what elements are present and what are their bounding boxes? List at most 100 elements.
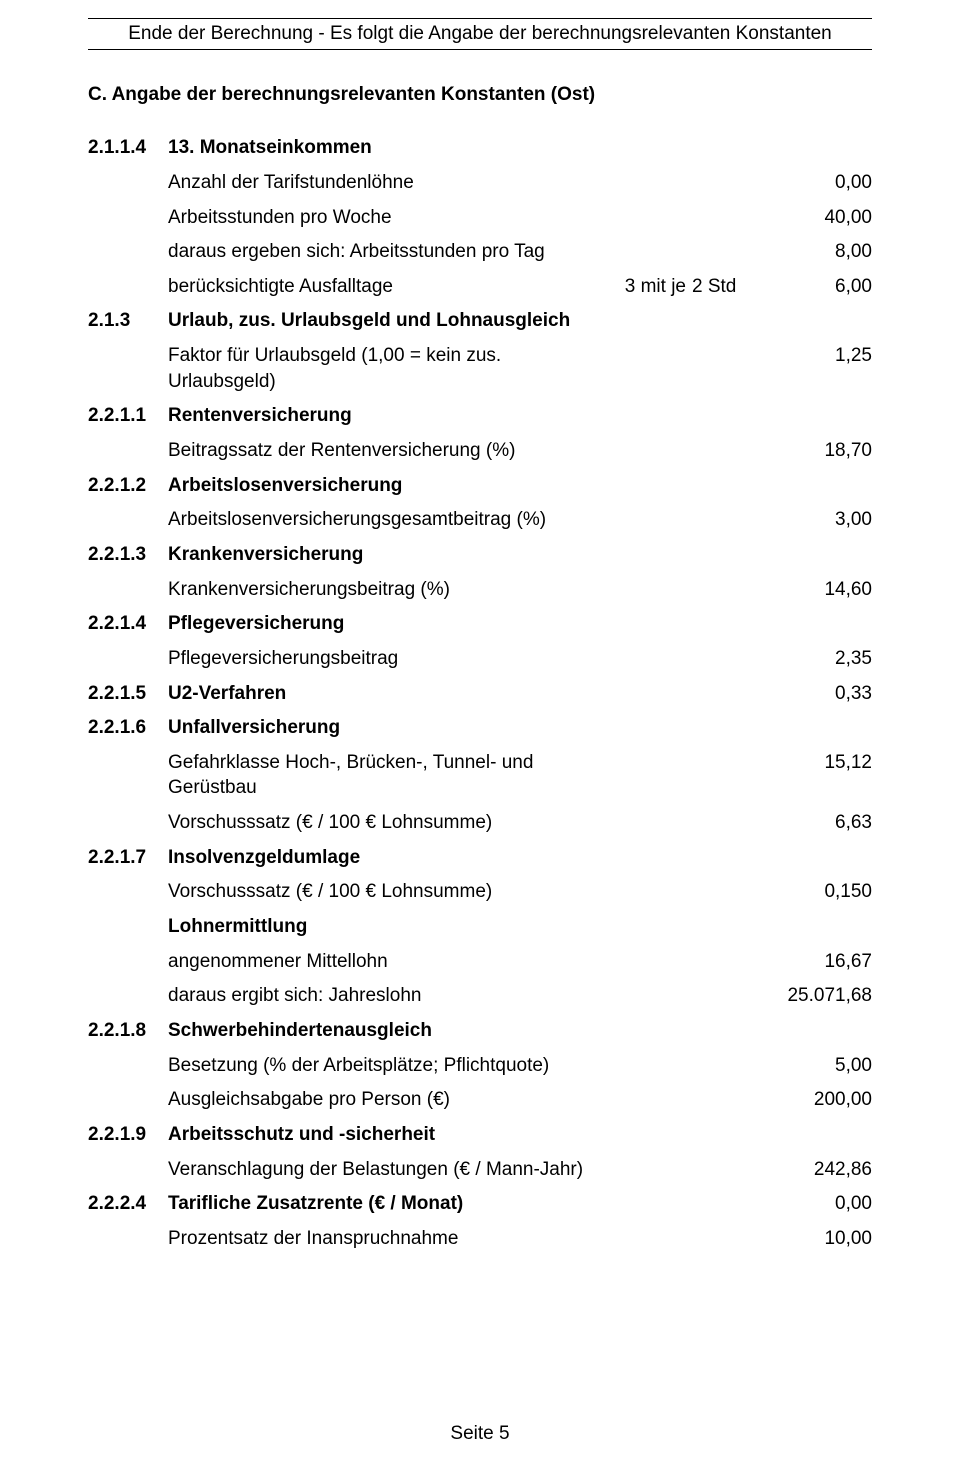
row-label: U2-Verfahren [168,681,612,707]
table-row: 2.2.1.8Schwerbehindertenausgleich [88,1018,872,1044]
row-number: 2.2.1.8 [88,1018,168,1044]
row-label: Arbeitslosenversicherungsgesamtbeitrag (… [168,507,612,533]
row-value: 15,12 [752,750,872,776]
header-text: Ende der Berechnung - Es folgt die Angab… [128,23,832,44]
row-label: Veranschlagung der Belastungen (€ / Mann… [168,1157,612,1183]
row-label: Urlaub, zus. Urlaubsgeld und Lohnausglei… [168,308,612,334]
table-row: 2.2.1.1Rentenversicherung [88,403,872,429]
row-number: 2.2.1.6 [88,715,168,741]
row-value: 25.071,68 [752,983,872,1009]
row-label: Pflegeversicherungsbeitrag [168,646,612,672]
table-row: 2.2.1.6Unfallversicherung [88,715,872,741]
row-label: Gefahrklasse Hoch-, Brücken-, Tunnel- un… [168,750,612,801]
table-row: Arbeitslosenversicherungsgesamtbeitrag (… [88,507,872,533]
table-row: Veranschlagung der Belastungen (€ / Mann… [88,1157,872,1183]
row-label: Insolvenzgeldumlage [168,845,612,871]
row-number: 2.2.1.7 [88,845,168,871]
table-row: daraus ergeben sich: Arbeitsstunden pro … [88,239,872,265]
row-label: Vorschusssatz (€ / 100 € Lohnsumme) [168,879,612,905]
table-row: Arbeitsstunden pro Woche 40,00 [88,205,872,231]
row-value: 1,25 [752,343,872,369]
table-row: Prozentsatz der Inanspruchnahme 10,00 [88,1226,872,1252]
row-number: 2.1.1.4 [88,135,168,161]
table-row: Pflegeversicherungsbeitrag 2,35 [88,646,872,672]
row-label: Besetzung (% der Arbeitsplätze; Pflichtq… [168,1053,612,1079]
row-label: Krankenversicherungsbeitrag (%) [168,577,612,603]
row-value: 18,70 [752,438,872,464]
row-number: 2.1.3 [88,308,168,334]
row-value: 200,00 [752,1087,872,1113]
row-label: Vorschusssatz (€ / 100 € Lohnsumme) [168,810,612,836]
table-row: Vorschusssatz (€ / 100 € Lohnsumme) 0,150 [88,879,872,905]
row-number: 2.2.2.4 [88,1191,168,1217]
row-number: 2.2.1.5 [88,681,168,707]
row-label: Prozentsatz der Inanspruchnahme [168,1226,612,1252]
row-label: Beitragssatz der Rentenversicherung (%) [168,438,612,464]
row-value: 5,00 [752,1053,872,1079]
row-label: Arbeitslosenversicherung [168,473,612,499]
row-label: Arbeitsschutz und -sicherheit [168,1122,612,1148]
table-row: berücksichtigte Ausfalltage3 mit je2 Std… [88,274,872,300]
table-row: 2.2.1.9Arbeitsschutz und -sicherheit [88,1122,872,1148]
row-label: daraus ergeben sich: Arbeitsstunden pro … [168,239,612,265]
row-label: Faktor für Urlaubsgeld (1,00 = kein zus.… [168,343,612,394]
row-label: Krankenversicherung [168,542,612,568]
row-value: 0,150 [752,879,872,905]
page-footer: Seite 5 [88,1421,872,1447]
row-number: 2.2.1.4 [88,611,168,637]
row-value: 242,86 [752,1157,872,1183]
row-value: 10,00 [752,1226,872,1252]
row-label: Pflegeversicherung [168,611,612,637]
row-value: 6,00 [752,274,872,300]
table-row: daraus ergibt sich: Jahreslohn 25.071,68 [88,983,872,1009]
row-value: 3,00 [752,507,872,533]
row-value: 0,00 [752,170,872,196]
row-label: angenommener Mittellohn [168,949,612,975]
table-row: 2.2.1.2Arbeitslosenversicherung [88,473,872,499]
table-row: 2.1.3Urlaub, zus. Urlaubsgeld und Lohnau… [88,308,872,334]
table-row: 2.2.2.4Tarifliche Zusatzrente (€ / Monat… [88,1191,872,1217]
row-label: Schwerbehindertenausgleich [168,1018,612,1044]
row-value: 16,67 [752,949,872,975]
table-row: Besetzung (% der Arbeitsplätze; Pflichtq… [88,1053,872,1079]
row-label: daraus ergibt sich: Jahreslohn [168,983,612,1009]
row-mid1: 3 mit je [612,274,692,300]
row-label: Unfallversicherung [168,715,612,741]
section-title: C. Angabe der berechnungsrelevanten Kons… [88,82,872,108]
table-row: Vorschusssatz (€ / 100 € Lohnsumme) 6,63 [88,810,872,836]
table-row: 2.2.1.3Krankenversicherung [88,542,872,568]
row-label: Arbeitsstunden pro Woche [168,205,612,231]
table-row: 2.1.1.413. Monatseinkommen [88,135,872,161]
row-label: Ausgleichsabgabe pro Person (€) [168,1087,612,1113]
table-row: Gefahrklasse Hoch-, Brücken-, Tunnel- un… [88,750,872,801]
row-value: 6,63 [752,810,872,836]
row-value: 2,35 [752,646,872,672]
row-value: 40,00 [752,205,872,231]
table-row: Anzahl der Tarifstundenlöhne 0,00 [88,170,872,196]
row-label: Anzahl der Tarifstundenlöhne [168,170,612,196]
row-label: berücksichtigte Ausfalltage [168,274,612,300]
page: Ende der Berechnung - Es folgt die Angab… [0,0,960,1477]
row-number: 2.2.1.3 [88,542,168,568]
table-row: Beitragssatz der Rentenversicherung (%) 1… [88,438,872,464]
header-banner: Ende der Berechnung - Es folgt die Angab… [88,18,872,50]
row-number: 2.2.1.2 [88,473,168,499]
table-row: Faktor für Urlaubsgeld (1,00 = kein zus.… [88,343,872,394]
row-label: Lohnermittlung [168,914,612,940]
row-mid2: 2 Std [692,274,752,300]
row-value: 8,00 [752,239,872,265]
row-value: 0,33 [752,681,872,707]
row-label: 13. Monatseinkommen [168,135,612,161]
table-row: angenommener Mittellohn 16,67 [88,949,872,975]
rows-container: 2.1.1.413. Monatseinkommen Anzahl der Tar… [88,135,872,1251]
table-row: 2.2.1.7Insolvenzgeldumlage [88,845,872,871]
table-row: 2.2.1.5U2-Verfahren 0,33 [88,681,872,707]
row-number: 2.2.1.1 [88,403,168,429]
row-value: 14,60 [752,577,872,603]
table-row: Krankenversicherungsbeitrag (%) 14,60 [88,577,872,603]
row-label: Tarifliche Zusatzrente (€ / Monat) [168,1191,612,1217]
table-row: Ausgleichsabgabe pro Person (€) 200,00 [88,1087,872,1113]
row-label: Rentenversicherung [168,403,612,429]
table-row: Lohnermittlung [88,914,872,940]
row-value: 0,00 [752,1191,872,1217]
